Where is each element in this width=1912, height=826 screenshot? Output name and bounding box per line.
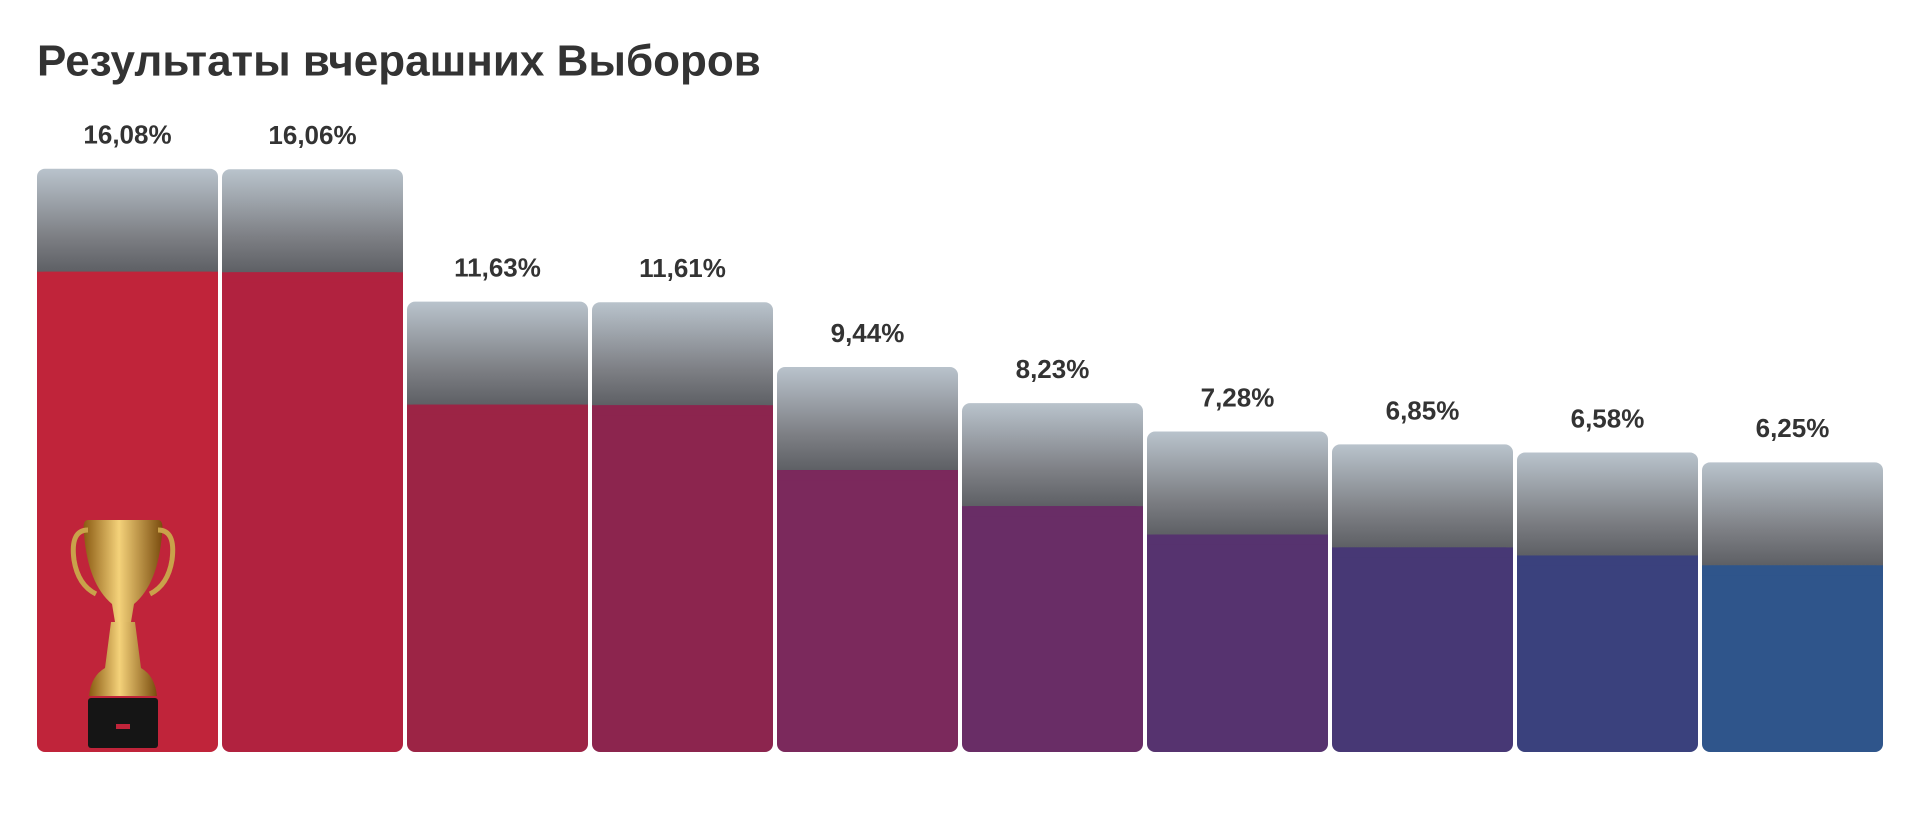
- value-label: 6,85%: [1386, 395, 1460, 425]
- bar: [37, 271, 218, 752]
- bar-top-fill: [222, 272, 403, 283]
- car-photo: [407, 301, 588, 415]
- bar: [1147, 534, 1328, 752]
- car-photo: [1147, 431, 1328, 545]
- bar-top-fill: [1332, 547, 1513, 558]
- value-label: 11,61%: [639, 253, 726, 283]
- car-photo: [777, 367, 958, 481]
- value-label: 9,44%: [831, 318, 905, 348]
- bar: [777, 470, 958, 752]
- bar: [222, 272, 403, 752]
- car-photo: [1332, 444, 1513, 558]
- value-label: 8,23%: [1016, 354, 1090, 384]
- car-photo: [37, 168, 218, 282]
- value-label: 6,58%: [1571, 403, 1645, 433]
- bar-top-fill: [1517, 555, 1698, 566]
- car-photo: [592, 302, 773, 416]
- bar: [1332, 547, 1513, 752]
- bar-top-fill: [1147, 534, 1328, 545]
- bar: [592, 405, 773, 752]
- chart-title: Результаты вчерашних Выборов: [37, 37, 761, 86]
- value-label: 16,08%: [83, 120, 171, 150]
- bar: [962, 506, 1143, 752]
- bar-top-fill: [592, 405, 773, 416]
- bar: [1517, 555, 1698, 752]
- bar: [1702, 565, 1883, 752]
- car-photo: [222, 169, 403, 283]
- bar-top-fill: [777, 470, 958, 481]
- car-photo: [962, 403, 1143, 517]
- bar: [407, 404, 588, 752]
- bar-top-fill: [37, 271, 218, 282]
- bar-top-fill: [962, 506, 1143, 517]
- car-photo: [1702, 462, 1883, 576]
- car-photo: [1517, 452, 1698, 566]
- bar-top-fill: [407, 404, 588, 415]
- bars: 16,08% 16,06% 11,63% 11,61% 9,44% 8,23% 7,28% 6…: [37, 120, 1883, 752]
- bar-top-fill: [1702, 565, 1883, 576]
- value-label: 6,25%: [1756, 413, 1830, 443]
- value-label: 7,28%: [1201, 382, 1275, 412]
- trophy-icon: [70, 520, 176, 748]
- value-label: 11,63%: [454, 252, 541, 282]
- value-label: 16,06%: [268, 120, 356, 150]
